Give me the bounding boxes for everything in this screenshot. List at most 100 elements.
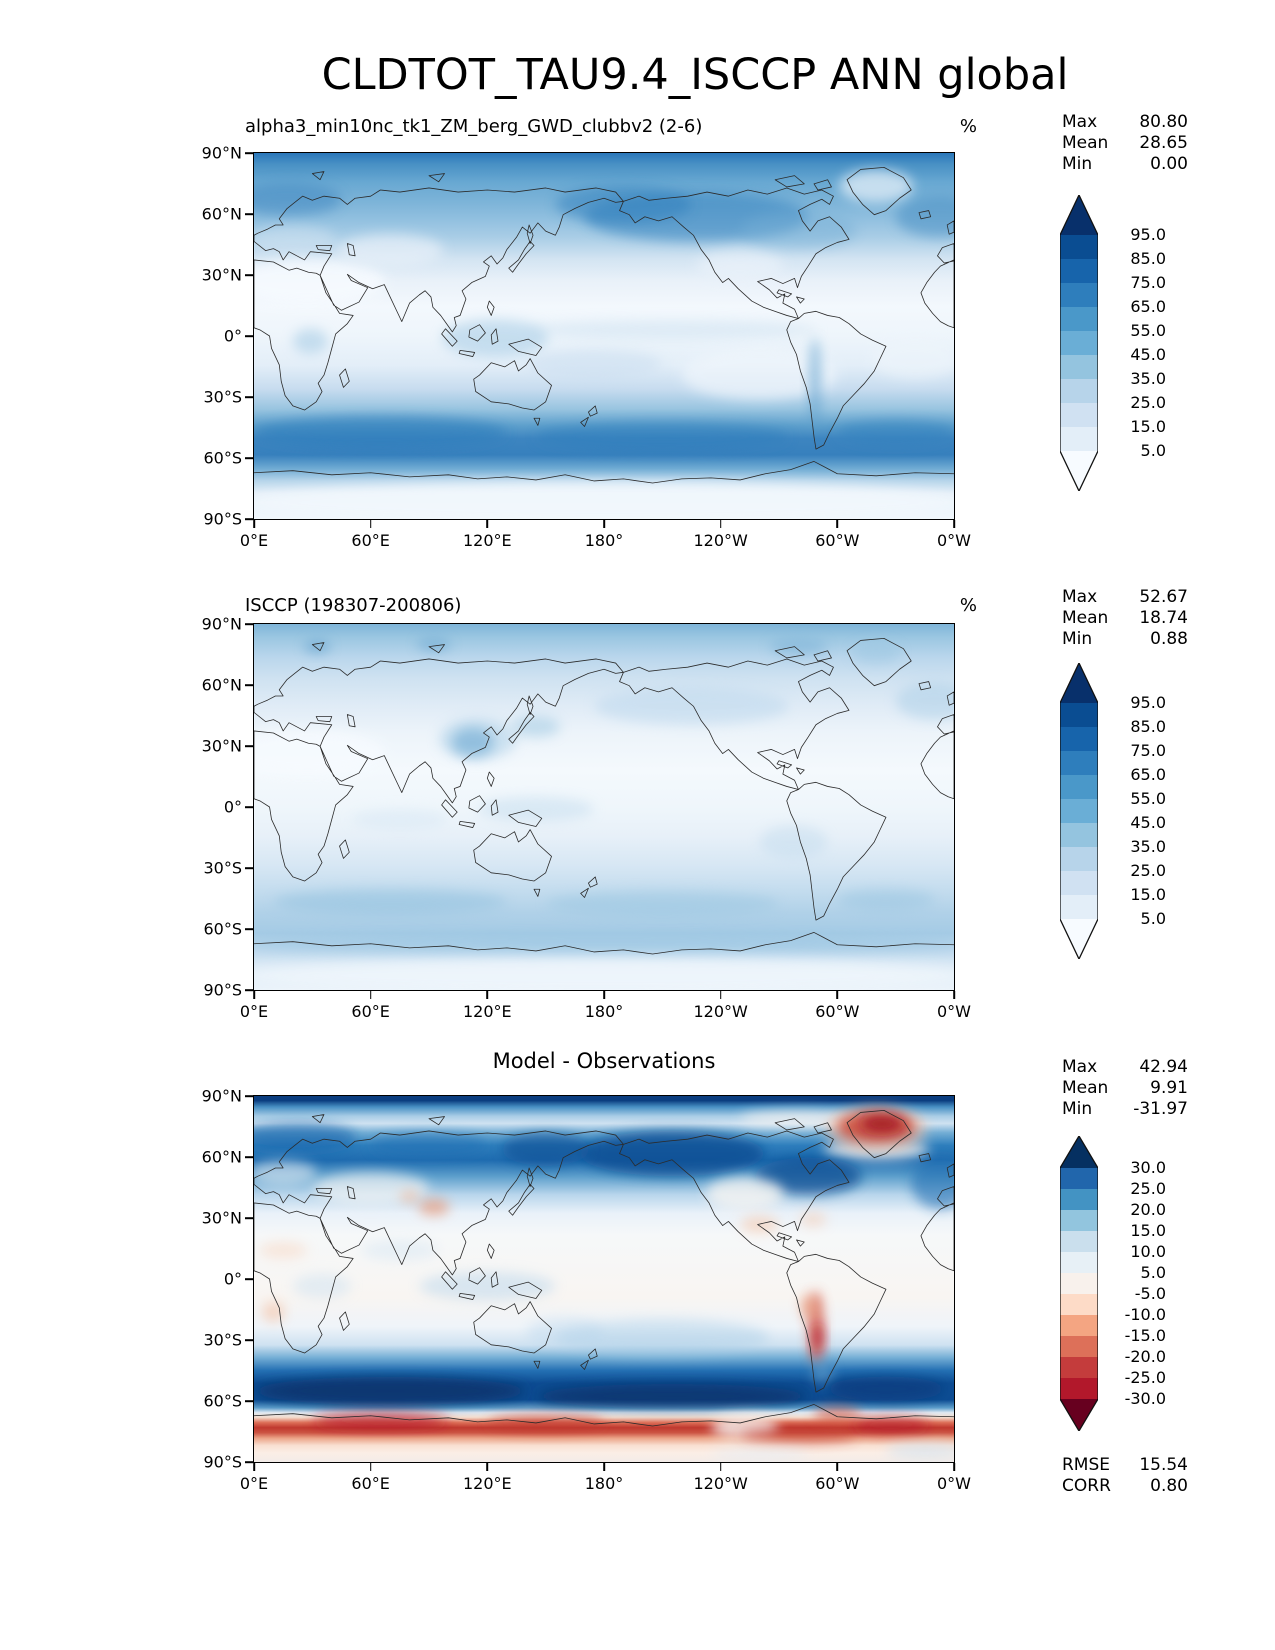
colorbar-tick-label: -15.0 (1124, 1326, 1166, 1345)
map-obs-svg (254, 624, 954, 990)
stat-row: Max 52.67 (1062, 587, 1188, 608)
lat-tick-mark (245, 396, 253, 398)
lat-tick-mark (245, 684, 253, 686)
lon-tick-mark (369, 991, 372, 999)
colorbar-tick-label: 65.0 (1130, 765, 1166, 784)
stat-label: Mean (1062, 1078, 1109, 1098)
colorbar-tick-label: 55.0 (1130, 321, 1166, 340)
lat-tick-label: 0° (223, 326, 242, 346)
lon-tick-mark (836, 520, 839, 528)
lon-tick-mark (953, 1463, 955, 1471)
stat-label: Mean (1062, 608, 1109, 628)
map-diff-svg (254, 1096, 954, 1462)
lat-tick-mark (245, 518, 253, 520)
lon-tick-mark (603, 520, 605, 528)
stats-diff: Max 42.94 Mean 9.91 Min -31.97 (1062, 1057, 1188, 1120)
lat-tick-mark (245, 1095, 253, 1097)
stat-row: Min -31.97 (1062, 1099, 1188, 1120)
lon-tick-mark (253, 991, 255, 999)
lon-tick-label: 120°W (693, 531, 748, 550)
stats-obs: Max 52.67 Mean 18.74 Min 0.88 (1062, 587, 1188, 650)
colorbar-tick-label: -25.0 (1124, 1368, 1166, 1387)
stat-label: RMSE (1062, 1455, 1111, 1475)
panel-obs-units: % (959, 595, 977, 616)
lon-tick-mark (719, 1463, 722, 1471)
panel-diff-title: Model - Observations (492, 1049, 716, 1073)
colorbar-tick-label: 35.0 (1130, 837, 1166, 856)
lat-tick-label: 30°N (201, 736, 242, 756)
stats-diff-extra: RMSE 15.54 CORR 0.80 (1062, 1455, 1188, 1497)
stat-row: CORR 0.80 (1062, 1476, 1188, 1497)
lat-tick-label: 60°S (203, 919, 242, 939)
lat-tick-mark (245, 989, 253, 991)
lon-tick-label: 120°W (693, 1474, 748, 1493)
stat-row: Mean 28.65 (1062, 133, 1188, 154)
colorbar-tick-label: 65.0 (1130, 297, 1166, 316)
stat-row: Min 0.00 (1062, 154, 1188, 175)
stat-row: Mean 9.91 (1062, 1078, 1188, 1099)
lat-tick-mark (245, 806, 253, 808)
colorbar-tick-label: 30.0 (1130, 1158, 1166, 1177)
lon-tick-label: 180° (584, 1474, 624, 1493)
lon-tick-label: 120°E (463, 531, 512, 550)
lon-tick-label: 0°E (239, 531, 269, 550)
colorbar-svg (1059, 1134, 1099, 1433)
colorbar-tick-label: 95.0 (1130, 225, 1166, 244)
panel-model-units: % (959, 116, 977, 137)
map-obs: 90°N 60°N 30°N 0° 30°S 60°S 90°S 0°E 60°E 120°E 18… (202, 615, 971, 1022)
lon-tick-label: 60°E (351, 1474, 390, 1493)
panel-model-title: alpha3_min10nc_tk1_ZM_berg_GWD_clubbv2 (… (245, 116, 703, 137)
lat-tick-label: 60°N (201, 204, 242, 224)
lon-tick-mark (953, 991, 955, 999)
colorbar-tick-label: 5.0 (1140, 441, 1166, 460)
colorbar-tick-label: 75.0 (1130, 273, 1166, 292)
map-model: 90°N 60°N 30°N 0° 30°S 60°S 90°S 0°E 60°E 120°E 18… (202, 144, 971, 551)
lon-tick-mark (253, 520, 255, 528)
stat-label: Mean (1062, 133, 1109, 153)
colorbar-tick-label: 35.0 (1130, 369, 1166, 388)
lon-tick-mark (953, 520, 955, 528)
lat-tick-mark (245, 213, 253, 215)
stat-value: 0.88 (1150, 629, 1188, 649)
colorbar-svg (1059, 661, 1099, 961)
colorbar-tick-label: 15.0 (1130, 1221, 1166, 1240)
colorbar-tick-label: 75.0 (1130, 741, 1166, 760)
stat-label: Min (1062, 629, 1093, 649)
lon-tick-label: 180° (584, 531, 624, 550)
stat-row: Min 0.88 (1062, 629, 1188, 650)
colorbar-tick-label: -20.0 (1124, 1347, 1166, 1366)
lat-tick-label: 30°S (203, 1330, 242, 1350)
lon-tick-label: 60°E (351, 1002, 390, 1021)
lat-tick-mark (245, 867, 253, 869)
lat-tick-label: 60°N (201, 675, 242, 695)
lat-tick-label: 30°S (203, 387, 242, 407)
stats-model: Max 80.80 Mean 28.65 Min 0.00 (1062, 112, 1188, 175)
lat-tick-label: 30°N (201, 1208, 242, 1228)
lon-tick-mark (836, 991, 839, 999)
lat-tick-label: 90°N (201, 143, 242, 163)
colorbar-tick-label: 25.0 (1130, 393, 1166, 412)
lon-tick-label: 60°W (815, 531, 860, 550)
lon-tick-label: 0°W (937, 1002, 971, 1021)
stat-row: Mean 18.74 (1062, 608, 1188, 629)
lat-tick-label: 90°N (201, 1086, 242, 1106)
colorbar-svg (1059, 193, 1099, 493)
lat-tick-label: 30°S (203, 858, 242, 878)
stat-value: 18.74 (1139, 608, 1188, 628)
lon-tick-label: 180° (584, 1002, 624, 1021)
colorbar-tick-label: 45.0 (1130, 345, 1166, 364)
map-model-svg (254, 153, 954, 519)
lon-tick-label: 0°W (937, 531, 971, 550)
lon-tick-label: 0°E (239, 1474, 269, 1493)
lon-tick-mark (486, 520, 489, 528)
colorbar-tick-label: 10.0 (1130, 1242, 1166, 1261)
stat-value: 52.67 (1139, 587, 1188, 607)
lon-tick-label: 120°W (693, 1002, 748, 1021)
lat-tick-mark (245, 623, 253, 625)
stat-value: 15.54 (1139, 1455, 1188, 1475)
lat-tick-label: 90°S (203, 509, 242, 529)
lon-tick-label: 60°W (815, 1474, 860, 1493)
colorbar-model: 95.0 85.0 75.0 65.0 55.0 45.0 35.0 25.0 15.0 5.0 (1059, 193, 1190, 493)
stat-row: Max 42.94 (1062, 1057, 1188, 1078)
lon-tick-mark (719, 991, 722, 999)
